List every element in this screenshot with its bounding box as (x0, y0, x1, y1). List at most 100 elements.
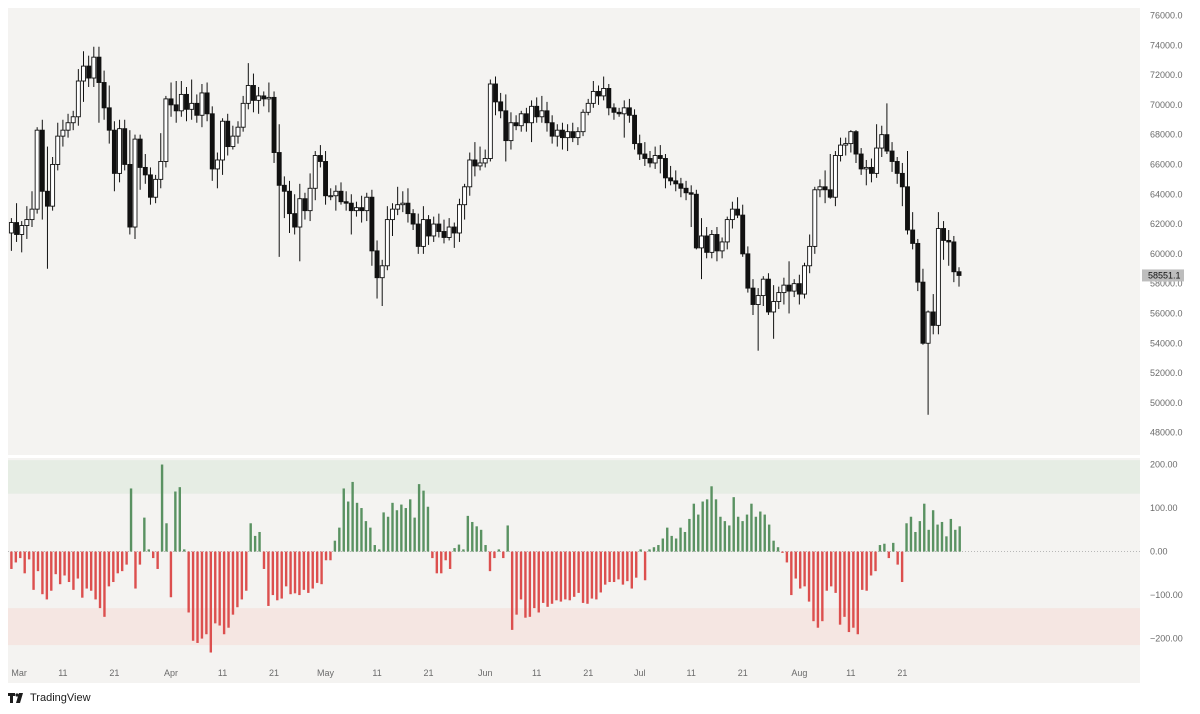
price-tick-label: 64000.0 (1150, 189, 1183, 199)
candle-body (554, 129, 560, 137)
candle-body (240, 102, 246, 128)
oscillator-bar (222, 551, 226, 635)
candle (328, 188, 334, 201)
candle (930, 294, 936, 335)
oscillator-tick-label: 200.00 (1150, 460, 1178, 470)
candle (117, 119, 123, 183)
candle-body (580, 111, 586, 133)
candle (39, 119, 45, 220)
candle (426, 215, 431, 245)
oscillator-bar (448, 551, 452, 569)
oscillator-bar (728, 525, 731, 552)
oscillator-bar (165, 523, 168, 552)
oscillator-bar (949, 518, 953, 552)
oscillator-bar (847, 551, 851, 633)
candle-body (832, 155, 838, 198)
candle-body (220, 120, 226, 161)
candle (106, 85, 112, 144)
candle (292, 194, 298, 235)
oversold-zone (8, 608, 1140, 646)
candle (354, 201, 359, 217)
oscillator-bar (240, 551, 244, 600)
oscillator-bar (869, 551, 873, 576)
candle (735, 197, 740, 219)
oscillator-bar (555, 551, 558, 601)
candle (832, 151, 838, 207)
time-tick-label: Apr (164, 668, 178, 678)
candle-body (606, 88, 612, 109)
oscillator-bar (772, 540, 775, 552)
candle (390, 203, 395, 236)
oscillator-bar (72, 551, 75, 590)
candle (791, 279, 797, 298)
candle-body (791, 283, 797, 292)
candle-body (384, 219, 390, 267)
oscillator-bar (626, 551, 629, 582)
candle-body (24, 219, 30, 226)
candle (596, 85, 601, 105)
oscillator-bar (710, 486, 713, 552)
oscillator-bar (50, 551, 53, 591)
candle (230, 125, 236, 150)
candle (271, 91, 277, 163)
oscillator-bar (763, 514, 766, 552)
candle (616, 107, 622, 117)
candle-body (544, 110, 550, 124)
oscillator-bar (692, 503, 696, 552)
oscillator-bar (169, 551, 173, 598)
candle (91, 46, 97, 87)
candle (137, 134, 143, 190)
candle (848, 130, 854, 153)
candle-body (8, 222, 14, 234)
candle (786, 261, 792, 314)
oscillator-bar (218, 551, 221, 626)
candle-body (802, 265, 807, 295)
candle (235, 121, 241, 144)
oscillator-bar (236, 551, 239, 608)
oscillator-bar (178, 487, 181, 552)
candle (276, 124, 282, 257)
time-tick-label: 21 (269, 668, 279, 678)
candle-body (735, 208, 740, 216)
oscillator-bar (453, 548, 456, 552)
price-tick-label: 52000.0 (1150, 368, 1183, 378)
oscillator-bar (320, 551, 323, 585)
candle (508, 112, 514, 150)
candle-body (498, 101, 504, 112)
candle-body (513, 122, 519, 127)
oscillator-bar (794, 551, 797, 579)
oscillator-bar (63, 551, 66, 576)
candle (879, 125, 885, 157)
candle (601, 76, 607, 101)
oscillator-bar (661, 538, 665, 552)
oscillator-bar (750, 503, 753, 552)
candle (894, 157, 900, 184)
candle-body (766, 278, 771, 313)
oscillator-bar (94, 551, 97, 600)
candle-body (493, 83, 498, 103)
oscillator-bar (129, 488, 133, 552)
candle (317, 145, 323, 168)
candle-body (560, 129, 565, 139)
oscillator-bar (333, 540, 337, 552)
candle-body (462, 186, 468, 206)
oscillator-bar (883, 543, 886, 552)
candle-body (523, 113, 529, 124)
candle-body (910, 229, 916, 244)
candle-body (127, 163, 133, 228)
candle-body (807, 245, 813, 267)
price-tick-label: 76000.0 (1150, 10, 1183, 20)
candle-body (333, 190, 339, 197)
candle-body (34, 129, 40, 210)
oscillator-bar (89, 551, 93, 591)
candle-body (601, 88, 607, 97)
oscillator-bar (98, 551, 102, 609)
oscillator-bar (391, 502, 394, 552)
oscillator-bar (812, 551, 815, 622)
oscillator-bar (342, 488, 345, 552)
candle-body (719, 241, 725, 252)
oscillator-bar (790, 551, 793, 596)
candle-body (647, 158, 653, 164)
candle (693, 189, 699, 250)
price-tick-label: 56000.0 (1150, 308, 1183, 318)
